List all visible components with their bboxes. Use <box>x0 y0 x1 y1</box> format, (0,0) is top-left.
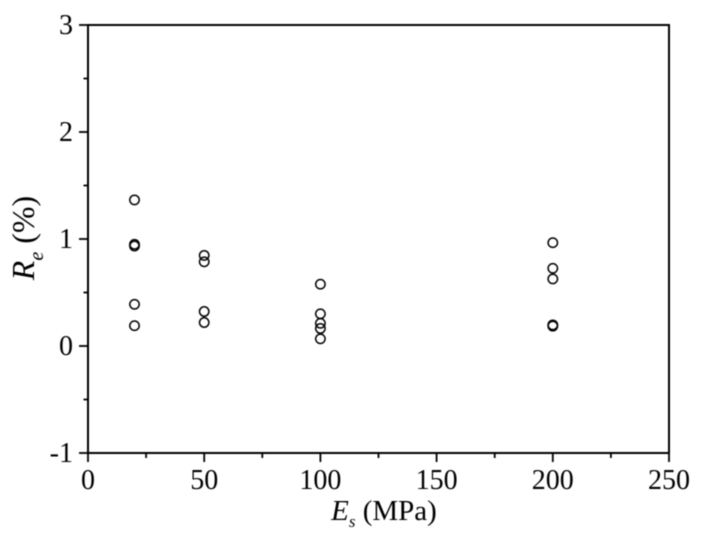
svg-text:Es (MPa): Es (MPa) <box>330 495 437 531</box>
svg-text:-1: -1 <box>50 438 73 469</box>
svg-text:250: 250 <box>648 465 690 496</box>
svg-text:200: 200 <box>532 465 574 496</box>
svg-text:3: 3 <box>59 10 73 41</box>
svg-text:1: 1 <box>59 224 73 255</box>
svg-text:2: 2 <box>59 117 73 148</box>
svg-text:100: 100 <box>299 465 341 496</box>
svg-text:50: 50 <box>190 465 218 496</box>
svg-text:0: 0 <box>59 331 73 362</box>
svg-text:Re (%): Re (%) <box>5 196 48 281</box>
svg-text:0: 0 <box>81 465 95 496</box>
svg-text:150: 150 <box>416 465 458 496</box>
